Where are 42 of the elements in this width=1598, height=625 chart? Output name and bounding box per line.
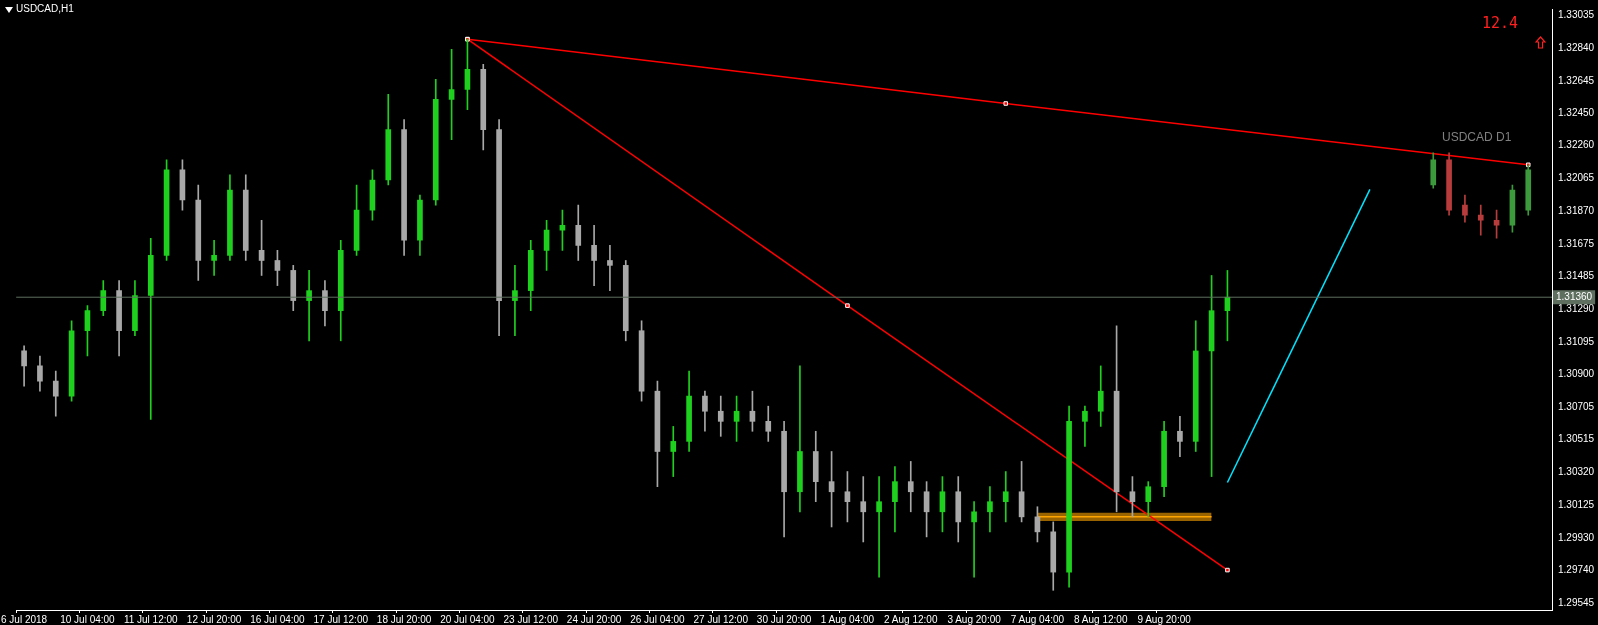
x-tick-label: 23 Jul 12:00 (503, 613, 559, 625)
annotation: 12.4 (1481, 14, 1518, 32)
y-tick-label: 1.29930 (1558, 531, 1595, 543)
y-tick-label: 1.30515 (1558, 433, 1595, 445)
x-tick-label: 17 Jul 12:00 (313, 613, 369, 625)
y-tick-label: 1.30705 (1558, 401, 1595, 413)
x-tick-label: 8 Aug 12:00 (1074, 613, 1128, 625)
x-tick-label: 6 Jul 2018 (1, 613, 48, 625)
y-tick-label: 1.30320 (1558, 466, 1595, 478)
x-tick-label: 26 Jul 04:00 (630, 613, 686, 625)
x-tick-label: 12 Jul 20:00 (186, 613, 242, 625)
y-tick-label: 1.31095 (1558, 335, 1595, 347)
y-tick-label: 1.32645 (1558, 74, 1595, 86)
y-tick-label: 1.31675 (1558, 237, 1595, 249)
x-tick-label: 10 Jul 04:00 (60, 613, 116, 625)
y-tick-label: 1.30900 (1558, 368, 1595, 380)
y-tick-label: 1.31485 (1558, 269, 1595, 281)
x-tick-label: 18 Jul 20:00 (376, 613, 432, 625)
x-tick-label: 1 Aug 04:00 (820, 613, 875, 625)
y-tick-label: 1.32260 (1558, 139, 1595, 151)
y-tick-label: 1.29545 (1558, 596, 1595, 608)
x-tick-label: 20 Jul 04:00 (440, 613, 496, 625)
chart-title: USDCAD,H1 (16, 3, 74, 14)
y-tick-label: 1.29740 (1558, 563, 1595, 575)
annotation: USDCAD D1 (1442, 130, 1512, 144)
x-tick-label: 24 Jul 20:00 (566, 613, 622, 625)
y-tick-label: 1.33035 (1558, 8, 1595, 20)
y-tick-label: 1.30125 (1558, 498, 1595, 510)
x-tick-label: 27 Jul 12:00 (693, 613, 749, 625)
y-tick-label: 1.32065 (1558, 172, 1595, 184)
y-tick-label: 1.31870 (1558, 205, 1595, 217)
x-tick-label: 7 Aug 04:00 (1010, 613, 1065, 625)
x-tick-label: 9 Aug 20:00 (1137, 613, 1192, 625)
ref-line-label: 1.31360 (1556, 290, 1593, 302)
x-tick-label: 30 Jul 20:00 (756, 613, 812, 625)
y-tick-label: 1.32450 (1558, 107, 1595, 119)
y-tick-label: 1.31290 (1558, 302, 1595, 314)
y-tick-label: 1.32840 (1558, 41, 1595, 53)
x-tick-label: 2 Aug 12:00 (884, 613, 938, 625)
x-tick-label: 11 Jul 12:00 (123, 613, 179, 625)
x-tick-label: 3 Aug 20:00 (947, 613, 1002, 625)
x-tick-label: 16 Jul 04:00 (250, 613, 306, 625)
